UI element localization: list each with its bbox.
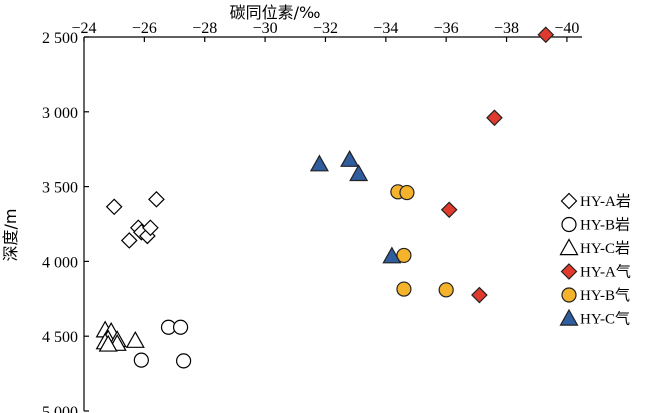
series-circle-open bbox=[133, 319, 192, 369]
data-point bbox=[120, 232, 138, 249]
data-point bbox=[486, 109, 503, 127]
legend-label: HY-B岩 bbox=[580, 217, 630, 234]
y-tick-label: 4 500 bbox=[42, 329, 78, 346]
legend-label: HY-B气 bbox=[580, 287, 630, 304]
series-triangle-open bbox=[95, 320, 145, 352]
legend-marker bbox=[560, 263, 578, 280]
legend-label: HY-C岩 bbox=[580, 240, 630, 257]
x-tick-label: −36 bbox=[434, 20, 459, 37]
legend: HY-A岩 HY-B岩 HY-C岩 HY-A气 HY-B气 HY-C气 bbox=[559, 192, 631, 328]
legend-marker bbox=[561, 216, 577, 233]
data-point bbox=[176, 353, 192, 369]
x-tick-label: −32 bbox=[313, 20, 338, 37]
series-diamond-filled bbox=[440, 26, 555, 304]
data-point bbox=[399, 184, 415, 201]
data-point bbox=[148, 190, 165, 208]
y-tick-label: 4 000 bbox=[42, 254, 78, 271]
data-point bbox=[309, 154, 329, 172]
data-point bbox=[340, 149, 360, 167]
legend-label: HY-A岩 bbox=[580, 193, 631, 210]
series-diamond-open bbox=[105, 190, 165, 249]
data-point bbox=[172, 319, 189, 335]
y-tick-label: 2 500 bbox=[42, 30, 78, 47]
data-point bbox=[396, 281, 412, 297]
x-tick-label: −28 bbox=[192, 20, 217, 37]
x-axis-title: 碳同位素/‰ bbox=[230, 3, 321, 22]
data-point bbox=[438, 282, 454, 298]
x-tick-label: −24 bbox=[71, 20, 96, 37]
y-tick-label: 3 500 bbox=[42, 180, 78, 197]
data-point bbox=[142, 219, 159, 237]
data-point bbox=[537, 26, 555, 44]
series-circle-filled bbox=[390, 184, 454, 298]
legend-marker bbox=[559, 238, 579, 256]
data-point bbox=[133, 352, 149, 368]
data-point bbox=[349, 164, 369, 182]
x-tick-label: −30 bbox=[253, 20, 278, 37]
x-tick-label: −38 bbox=[494, 20, 519, 37]
legend-label: HY-A气 bbox=[580, 264, 631, 281]
series-triangle-filled bbox=[309, 149, 402, 264]
y-tick-label: 5 000 bbox=[42, 404, 78, 413]
data-point bbox=[382, 246, 402, 264]
data-points bbox=[95, 26, 555, 369]
data-point bbox=[105, 198, 123, 216]
legend-marker bbox=[559, 308, 579, 326]
data-point bbox=[471, 286, 488, 304]
y-axis-ticks: 2 500 3 000 3 500 4 000 4 500 5 000 bbox=[42, 30, 89, 413]
legend-marker bbox=[561, 287, 577, 303]
y-tick-label: 3 000 bbox=[42, 105, 78, 122]
x-axis-ticks: −24 −26 −28 −30 −32 −34 −36 −38 −40 bbox=[71, 20, 579, 42]
x-tick-label: −26 bbox=[132, 20, 157, 37]
x-tick-label: −40 bbox=[554, 20, 579, 37]
legend-marker bbox=[560, 192, 578, 210]
data-point bbox=[125, 330, 145, 348]
y-axis-title: 深度/m bbox=[1, 209, 20, 262]
data-point bbox=[98, 334, 118, 352]
axes bbox=[83, 36, 582, 411]
legend-label: HY-C气 bbox=[580, 311, 630, 328]
data-point bbox=[396, 247, 412, 264]
x-tick-label: −34 bbox=[373, 20, 398, 37]
data-point bbox=[440, 201, 458, 219]
